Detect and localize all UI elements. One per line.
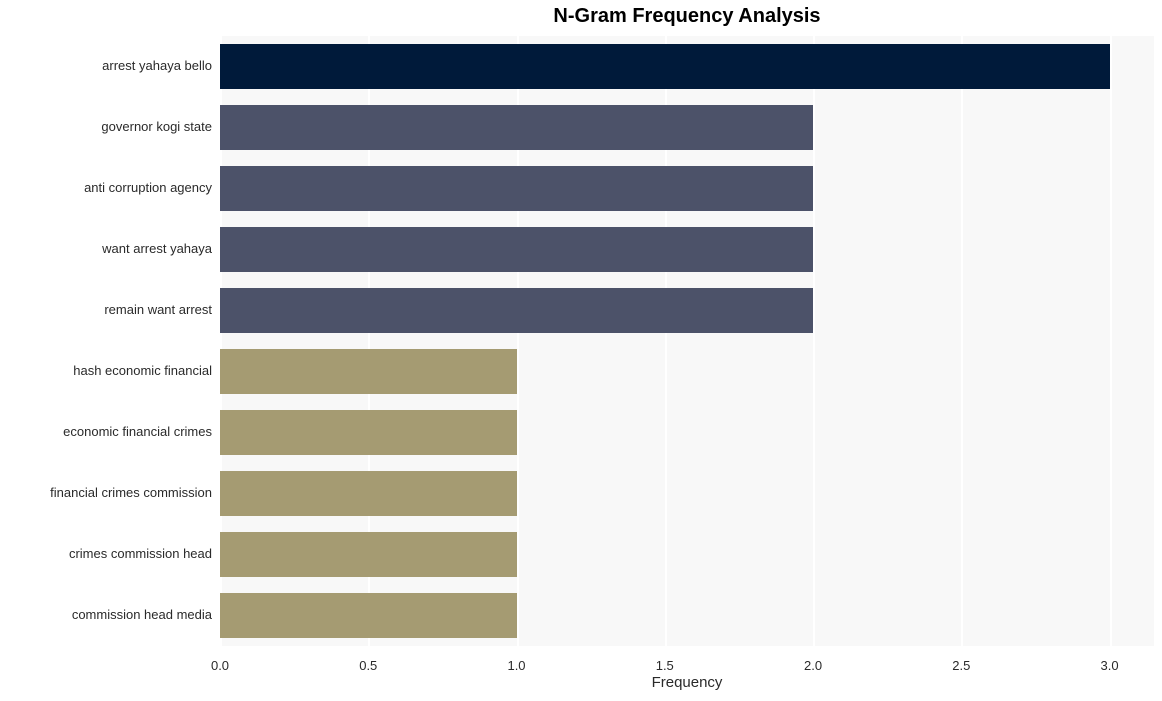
y-tick-label: governor kogi state [0, 119, 212, 134]
bar [220, 166, 813, 212]
y-tick-label: remain want arrest [0, 302, 212, 317]
bar [220, 349, 517, 395]
y-tick-label: commission head media [0, 607, 212, 622]
plot-area [220, 36, 1154, 646]
y-tick-label: arrest yahaya bello [0, 58, 212, 73]
x-tick-label: 1.0 [507, 658, 525, 673]
bar [220, 593, 517, 639]
x-tick-label: 0.0 [211, 658, 229, 673]
grid-line [813, 36, 815, 646]
grid-line [961, 36, 963, 646]
y-tick-label: economic financial crimes [0, 424, 212, 439]
y-tick-label: crimes commission head [0, 546, 212, 561]
x-tick-label: 1.5 [656, 658, 674, 673]
bar [220, 44, 1110, 90]
bar [220, 532, 517, 578]
bar [220, 471, 517, 517]
bar [220, 227, 813, 273]
ngram-frequency-chart: N-Gram Frequency Analysis Frequency 0.0 0… [0, 0, 1162, 701]
bar [220, 105, 813, 151]
x-tick-label: 2.5 [952, 658, 970, 673]
bar [220, 410, 517, 456]
chart-title: N-Gram Frequency Analysis [220, 5, 1154, 28]
y-tick-label: want arrest yahaya [0, 241, 212, 256]
x-tick-label: 3.0 [1100, 658, 1118, 673]
x-tick-label: 0.5 [359, 658, 377, 673]
grid-line [1110, 36, 1112, 646]
y-tick-label: hash economic financial [0, 363, 212, 378]
y-tick-label: anti corruption agency [0, 180, 212, 195]
x-tick-label: 2.0 [804, 658, 822, 673]
bar [220, 288, 813, 334]
x-axis-title: Frequency [220, 674, 1154, 691]
y-tick-label: financial crimes commission [0, 485, 212, 500]
